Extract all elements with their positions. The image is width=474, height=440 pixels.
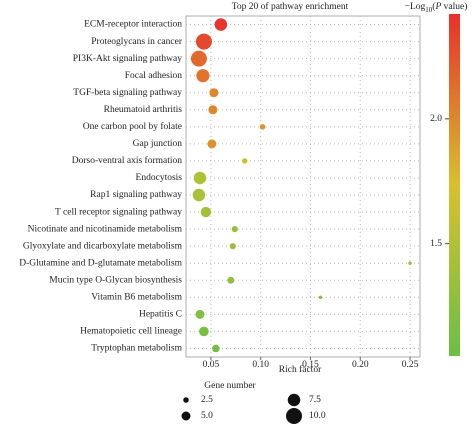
bubble: [214, 18, 228, 31]
y-tick-label: Proteoglycans in cancer: [91, 37, 183, 47]
bubble: [318, 295, 323, 300]
size-legend-symbol: [181, 411, 191, 421]
size-legend-label: 10.0: [309, 411, 326, 421]
colorbar-tick-label: 2.0: [430, 114, 442, 124]
x-tick-label: 0.10: [252, 360, 269, 370]
bubble: [259, 124, 266, 130]
colorbar: [449, 14, 460, 356]
x-axis-label: Rich factor: [279, 364, 322, 375]
colorbar-tick-label: 1.5: [430, 239, 442, 249]
size-legend-symbol: [286, 408, 302, 424]
x-tick-label: 0.15: [302, 360, 319, 370]
bubble: [190, 50, 207, 67]
y-tick-label: One carbon pool by folate: [83, 121, 182, 132]
bubble: [195, 33, 212, 50]
bubble: [229, 243, 236, 250]
size-legend-label: 2.5: [201, 395, 213, 405]
bubble: [196, 69, 210, 83]
size-legend-symbol: [287, 393, 301, 407]
y-tick-label: Hepatitis C: [139, 310, 182, 320]
size-legend-symbol: [183, 397, 189, 403]
y-tick-label: D-Glutamine and D-glutamate metabolism: [19, 258, 182, 268]
bubble: [192, 188, 206, 202]
size-legend-label: 5.0: [201, 411, 213, 421]
bubble: [195, 309, 205, 319]
bubble: [208, 105, 218, 115]
y-tick-label: Gap junction: [133, 139, 183, 149]
y-tick-label: PI3K-Akt signaling pathway: [73, 54, 182, 64]
bubble: [199, 326, 209, 337]
y-tick-label: Rheumatoid arthritis: [104, 105, 183, 115]
y-tick-label: Dorso-ventral axis formation: [72, 155, 183, 166]
y-tick-label: Mucin type O-Glycan biosynthesis: [49, 275, 182, 285]
y-tick-label: TGF-beta signaling pathway: [73, 88, 182, 98]
y-tick-label: Vitamin B6 metabolism: [91, 293, 182, 303]
bubble: [207, 139, 217, 149]
bubble: [231, 226, 238, 233]
plot-frame: [185, 15, 421, 358]
x-tick-label: 0.05: [203, 360, 220, 370]
y-tick-label: T cell receptor signaling pathway: [55, 207, 182, 217]
y-tick-label: Rap1 signaling pathway: [90, 190, 182, 200]
x-tick-label: 0.20: [352, 360, 369, 370]
size-legend-label: 7.5: [309, 395, 321, 405]
colorbar-label: −Log10(P value): [405, 1, 468, 13]
y-tick-label: Nicotinate and nicotinamide metabolism: [28, 224, 183, 234]
bubble: [193, 171, 207, 185]
chart-title: Top 20 of pathway enrichment: [232, 1, 349, 12]
y-tick-label: Hematopoietic cell lineage: [80, 327, 182, 337]
y-tick-label: Focal adhesion: [125, 71, 183, 81]
bubble: [408, 261, 412, 265]
bubble: [200, 206, 212, 218]
y-tick-label: Glyoxylate and dicarboxylate metabolism: [23, 241, 183, 251]
y-tick-label: Endocytosis: [136, 173, 183, 183]
bubble: [212, 344, 220, 353]
bubble: [241, 158, 248, 164]
y-tick-label: ECM-receptor interaction: [84, 20, 182, 30]
bubble: [209, 88, 219, 98]
size-legend-title: Gene number: [204, 381, 256, 391]
x-tick-label: 0.25: [402, 360, 419, 370]
y-tick-label: Tryptophan metabolism: [91, 344, 182, 354]
bubble: [227, 276, 235, 284]
